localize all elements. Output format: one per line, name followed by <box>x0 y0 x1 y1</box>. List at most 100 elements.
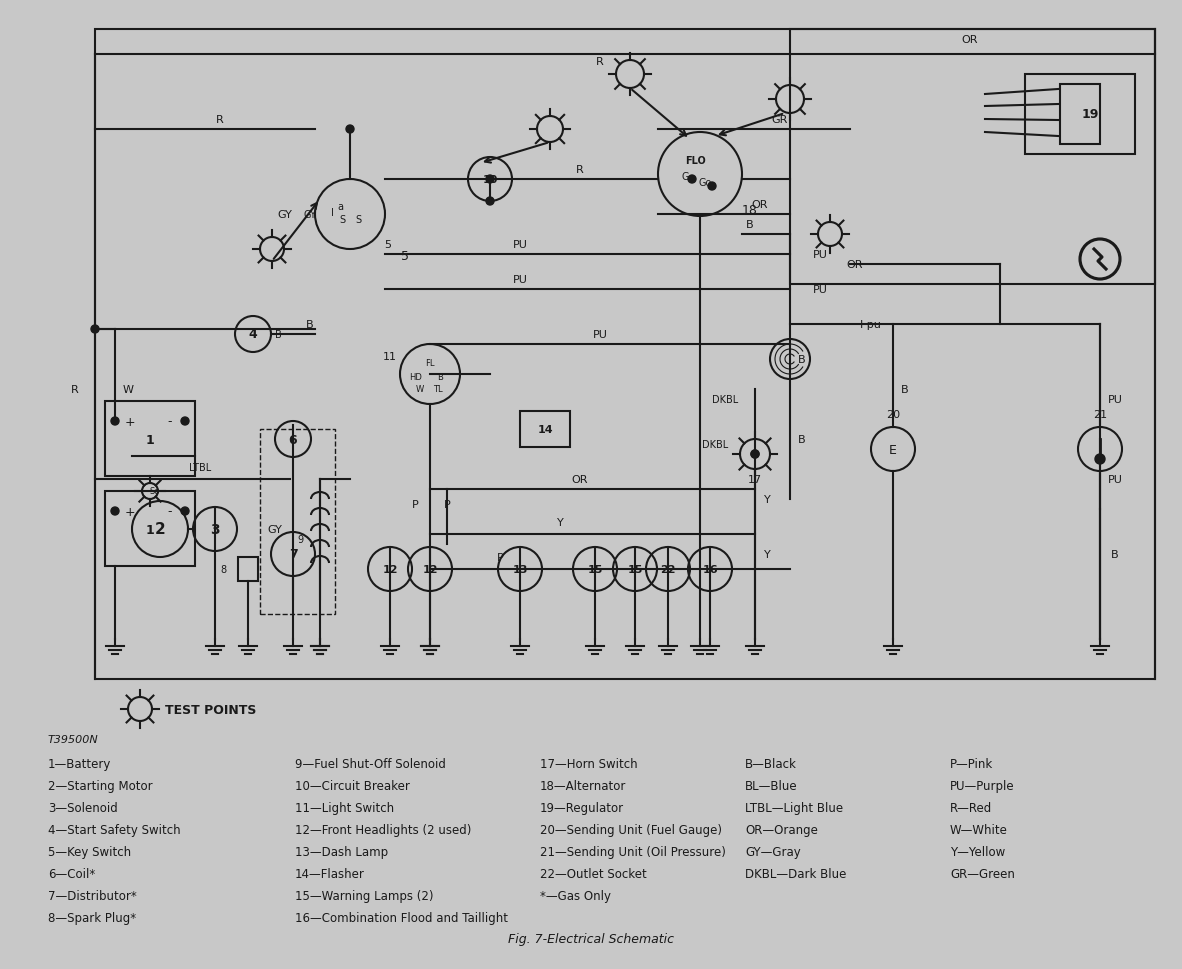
Text: R: R <box>216 115 223 125</box>
Text: 20: 20 <box>886 410 900 420</box>
Text: 20—Sending Unit (Fuel Gauge): 20—Sending Unit (Fuel Gauge) <box>540 824 722 836</box>
Text: DKBL—Dark Blue: DKBL—Dark Blue <box>745 867 846 881</box>
Text: -: - <box>168 415 173 428</box>
Text: I pu: I pu <box>859 320 881 329</box>
Text: 22—Outlet Socket: 22—Outlet Socket <box>540 867 647 881</box>
Text: Y: Y <box>764 494 771 505</box>
Text: Y—Yellow: Y—Yellow <box>950 846 1005 859</box>
Text: B: B <box>306 320 313 329</box>
Text: B—Black: B—Black <box>745 758 797 770</box>
Bar <box>95 30 1155 679</box>
Text: 11: 11 <box>383 352 397 361</box>
Circle shape <box>688 175 696 184</box>
Text: 17—Horn Switch: 17—Horn Switch <box>540 758 637 770</box>
Text: OR: OR <box>572 475 589 484</box>
Text: 6—Coil*: 6—Coil* <box>48 867 96 881</box>
Text: W: W <box>416 384 424 393</box>
Text: P: P <box>411 499 418 510</box>
Text: 16: 16 <box>702 564 717 575</box>
Text: R: R <box>71 385 79 394</box>
Text: GY: GY <box>267 524 282 535</box>
Text: 10: 10 <box>482 174 498 185</box>
Circle shape <box>1095 454 1105 464</box>
Text: 14: 14 <box>537 424 553 434</box>
Text: 18—Alternator: 18—Alternator <box>540 780 626 793</box>
Text: 10—Circuit Breaker: 10—Circuit Breaker <box>296 780 410 793</box>
Text: DKBL: DKBL <box>702 440 728 450</box>
Text: PU: PU <box>1108 475 1123 484</box>
Text: +: + <box>124 505 135 518</box>
Text: E: E <box>889 443 897 456</box>
Bar <box>105 401 195 477</box>
Text: OR: OR <box>752 200 768 209</box>
Text: 5: 5 <box>401 250 409 264</box>
Bar <box>105 491 195 567</box>
Text: P—Pink: P—Pink <box>950 758 993 770</box>
Text: OR: OR <box>962 35 979 45</box>
Text: TEST POINTS: TEST POINTS <box>165 703 256 716</box>
Text: PU: PU <box>592 329 608 340</box>
Text: Y: Y <box>764 549 771 559</box>
Text: 19: 19 <box>1082 109 1099 121</box>
Circle shape <box>486 198 494 205</box>
Text: 12: 12 <box>382 564 398 575</box>
Text: 4: 4 <box>248 328 258 341</box>
Text: 4—Start Safety Switch: 4—Start Safety Switch <box>48 824 181 836</box>
Text: R—Red: R—Red <box>950 801 992 815</box>
Circle shape <box>111 508 119 516</box>
Circle shape <box>346 126 353 134</box>
Text: 3—Solenoid: 3—Solenoid <box>48 801 118 815</box>
Text: 7—Distributor*: 7—Distributor* <box>48 890 137 902</box>
Text: B: B <box>901 385 909 394</box>
Text: PU: PU <box>812 285 827 295</box>
Text: PU: PU <box>513 275 527 285</box>
Circle shape <box>181 418 189 425</box>
Text: 22: 22 <box>661 564 676 575</box>
Text: +: + <box>124 415 135 428</box>
Text: 13: 13 <box>512 564 527 575</box>
Text: 1: 1 <box>145 433 155 446</box>
Text: 13—Dash Lamp: 13—Dash Lamp <box>296 846 388 859</box>
Text: B: B <box>437 372 443 381</box>
Bar <box>520 412 570 448</box>
Text: 2: 2 <box>155 522 165 537</box>
Text: 9—Fuel Shut-Off Solenoid: 9—Fuel Shut-Off Solenoid <box>296 758 446 770</box>
Text: HD: HD <box>409 372 422 381</box>
Text: T39500N: T39500N <box>48 735 99 744</box>
Circle shape <box>486 175 494 184</box>
Text: 9: 9 <box>297 535 303 545</box>
Circle shape <box>181 508 189 516</box>
Text: 8—Spark Plug*: 8—Spark Plug* <box>48 912 136 924</box>
Text: TL: TL <box>433 384 443 393</box>
Text: B: B <box>746 220 754 230</box>
Text: LTBL—Light Blue: LTBL—Light Blue <box>745 801 843 815</box>
Text: 15: 15 <box>587 564 603 575</box>
Bar <box>238 557 258 581</box>
Text: PU: PU <box>1108 394 1123 405</box>
Circle shape <box>111 418 119 425</box>
Text: -: - <box>168 505 173 518</box>
Text: Go: Go <box>699 178 712 188</box>
Text: FL: FL <box>426 359 435 367</box>
Text: GY: GY <box>278 209 292 220</box>
Bar <box>1060 85 1100 144</box>
Circle shape <box>91 326 99 333</box>
Bar <box>260 429 335 614</box>
Text: 17: 17 <box>748 475 762 484</box>
Text: *—Gas Only: *—Gas Only <box>540 890 611 902</box>
Text: B: B <box>798 434 806 445</box>
Text: 3: 3 <box>210 522 220 537</box>
Text: R: R <box>576 165 584 174</box>
Text: 21: 21 <box>1093 410 1108 420</box>
Text: 18: 18 <box>742 203 758 216</box>
Circle shape <box>751 451 759 458</box>
Text: R: R <box>596 57 604 67</box>
Text: OR: OR <box>846 260 863 269</box>
Text: 12: 12 <box>422 564 437 575</box>
Text: W—White: W—White <box>950 824 1008 836</box>
Text: GR: GR <box>772 115 788 125</box>
Text: BL—Blue: BL—Blue <box>745 780 798 793</box>
Text: G: G <box>681 172 689 182</box>
Bar <box>790 30 1155 285</box>
Text: 11—Light Switch: 11—Light Switch <box>296 801 394 815</box>
